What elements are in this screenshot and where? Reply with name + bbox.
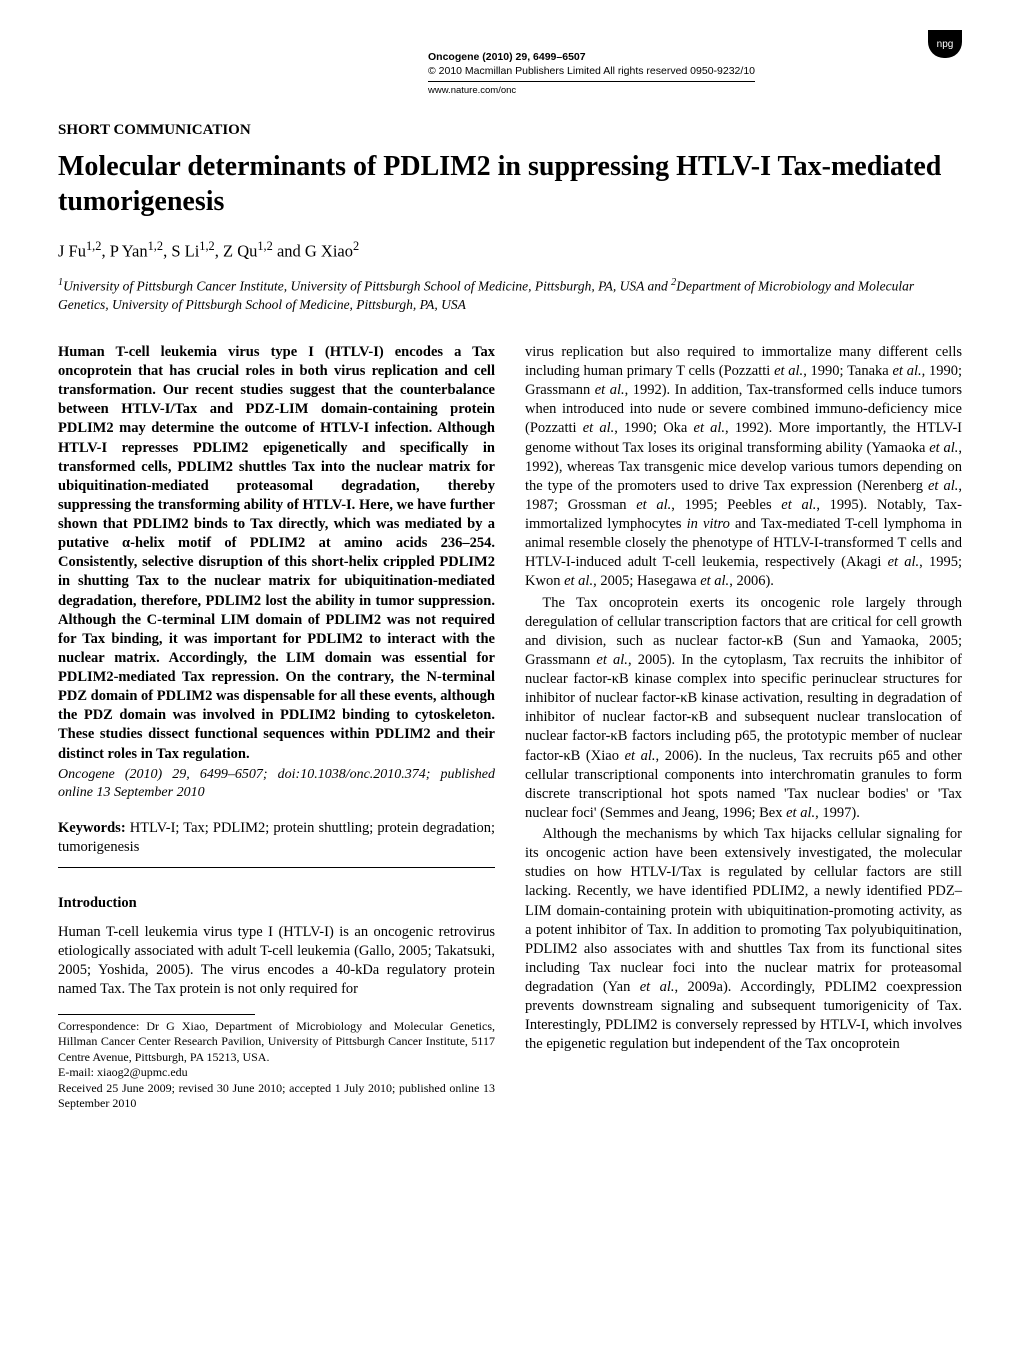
footer-rule <box>58 1014 255 1015</box>
affiliations: 1University of Pittsburgh Cancer Institu… <box>58 276 962 315</box>
two-column-layout: Human T-cell leukemia virus type I (HTLV… <box>58 343 962 1112</box>
correspondence-email: E-mail: xiaog2@upmc.edu <box>58 1065 495 1081</box>
received-dates: Received 25 June 2009; revised 30 June 2… <box>58 1081 495 1112</box>
section-label: SHORT COMMUNICATION <box>58 122 962 139</box>
abstract-text: Human T-cell leukemia virus type I (HTLV… <box>58 343 495 764</box>
right-para-2: The Tax oncoprotein exerts its oncogenic… <box>525 594 962 824</box>
left-column: Human T-cell leukemia virus type I (HTLV… <box>58 343 495 1112</box>
intro-heading: Introduction <box>58 894 495 913</box>
correspondence-text: Correspondence: Dr G Xiao, Department of… <box>58 1019 495 1066</box>
npg-logo-icon: npg <box>928 30 962 58</box>
journal-line: Oncogene (2010) 29, 6499–6507 <box>428 50 755 64</box>
copyright-line: © 2010 Macmillan Publishers Limited All … <box>428 64 755 78</box>
keywords-label: Keywords: <box>58 820 126 836</box>
right-para-1: virus replication but also required to i… <box>525 343 962 592</box>
abstract-citation: Oncogene (2010) 29, 6499–6507; doi:10.10… <box>58 767 495 800</box>
right-para-3: Although the mechanisms by which Tax hij… <box>525 825 962 1055</box>
right-column: virus replication but also required to i… <box>525 343 962 1112</box>
authors-line: J Fu1,2, P Yan1,2, S Li1,2, Z Qu1,2 and … <box>58 239 962 262</box>
header-rule <box>428 81 755 82</box>
header-block: Oncogene (2010) 29, 6499–6507 © 2010 Mac… <box>58 50 962 114</box>
intro-left-paragraph: Human T-cell leukemia virus type I (HTLV… <box>58 923 495 1000</box>
keywords-rule <box>58 867 495 868</box>
article-title: Molecular determinants of PDLIM2 in supp… <box>58 149 962 219</box>
keywords-block: Keywords: HTLV-I; Tax; PDLIM2; protein s… <box>58 819 495 868</box>
journal-info: Oncogene (2010) 29, 6499–6507 © 2010 Mac… <box>428 50 755 114</box>
correspondence-footer: Correspondence: Dr G Xiao, Department of… <box>58 1014 495 1113</box>
journal-url: www.nature.com/onc <box>428 85 755 98</box>
